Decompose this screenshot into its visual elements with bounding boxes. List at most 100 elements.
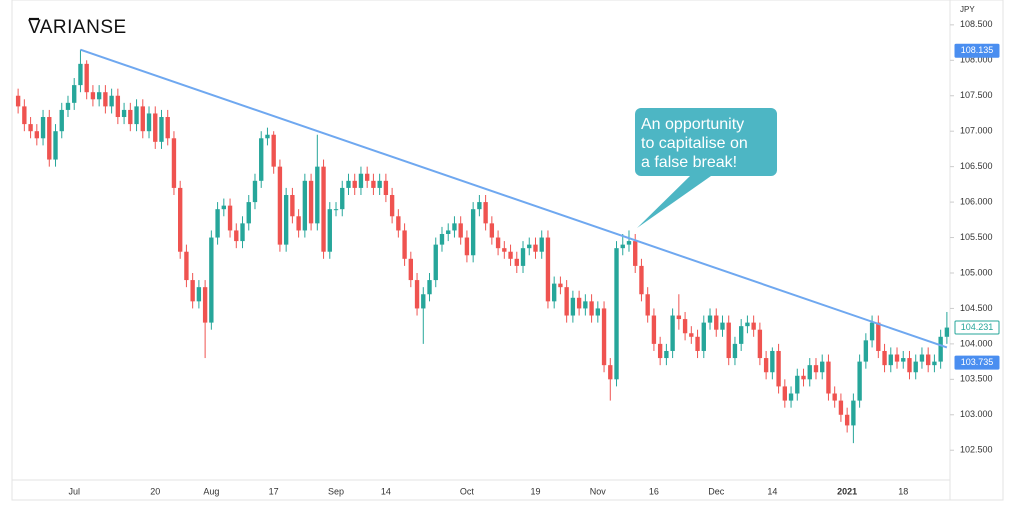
candle-body [377,180,382,188]
candle-body [869,322,875,341]
price-label: 108.135 [961,45,994,55]
candle-body [340,187,345,210]
candle-body [40,117,46,139]
candle-body [545,237,551,302]
candle-body [128,109,133,125]
candle-body [140,106,145,132]
candle-body [209,237,214,323]
candle-body [751,322,756,330]
candle-body [695,336,700,351]
candle-body [227,205,233,231]
candle-body [277,166,283,245]
candle-body [620,244,625,249]
candle-body [520,248,526,266]
candle-body [84,63,89,93]
candle-body [795,375,800,394]
candle-body [682,319,688,334]
candle-body [844,414,850,426]
candle-body [608,365,613,380]
candle-body [595,308,600,316]
y-tick-label: 106.500 [960,161,993,171]
y-tick-label: 108.500 [960,19,993,29]
y-tick-label: 103.500 [960,374,993,384]
candle-body [234,230,239,242]
candle-body [358,173,364,188]
candle-body [770,350,775,373]
candle-body [757,329,763,359]
x-tick-label: 18 [898,486,908,496]
candle-body [171,138,177,188]
candle-body [576,297,582,309]
candle-body [153,113,158,142]
x-tick-label: Nov [590,486,607,496]
candle-body [689,333,694,337]
candle-body [838,400,844,415]
x-tick-label: 16 [649,486,659,496]
candle-body [851,400,856,426]
candle-body [508,251,513,259]
candle-body [458,223,463,238]
x-tick-label: Oct [460,486,475,496]
x-tick-label: Aug [203,486,219,496]
callout-text: to capitalise on [641,135,748,152]
callout-text: An opportunity [641,116,744,133]
candle-body [221,205,226,210]
candle-body [427,280,432,295]
candle-body [34,131,39,139]
x-tick-label: 14 [381,486,391,496]
candle-body [15,95,21,107]
candle-body [333,209,339,211]
candle-body [645,294,650,316]
candle-body [290,195,295,217]
candle-body [626,241,632,245]
candle-body [396,216,401,231]
candle-body [633,241,638,266]
candle-body [832,393,837,401]
candle-body [414,280,420,309]
candle-body [707,315,713,323]
candle-body [926,354,931,366]
candle-body [564,287,569,316]
x-tick-label: 19 [530,486,540,496]
candle-body [676,315,682,320]
price-label-box [954,43,1000,58]
candle-body [271,134,276,167]
candle-body [240,223,245,242]
candle-body [788,393,794,401]
candle-body [259,138,264,181]
candle-body [782,386,787,401]
candle-body [452,223,457,231]
candle-body [215,209,220,238]
candle-body [134,106,139,125]
candle-body [321,166,326,252]
candle-body [813,365,819,373]
callout-box [635,108,777,228]
candle-body [346,180,351,188]
y-tick-label: 107.000 [960,126,993,136]
candle-body [732,343,738,359]
candle-body [283,195,289,245]
candle-body [670,315,675,351]
candle-body [72,85,77,103]
candle-body [439,233,445,245]
candle-body [408,258,413,281]
candle-body [932,361,937,366]
candle-body [502,248,507,252]
x-tick-label: Dec [708,486,725,496]
y-tick-label: 107.500 [960,90,993,100]
candle-body [820,361,825,373]
candle-body [882,350,887,366]
candle-body [109,95,114,107]
candle-body [315,166,320,224]
candle-body [190,280,195,302]
candle-body [383,180,389,195]
candle-body [96,92,102,100]
candle-body [402,230,407,259]
candle-body [944,327,950,337]
candle-body [651,315,657,344]
candle-body [639,265,644,295]
y-tick-label: 104.000 [960,338,993,348]
candle-body [470,209,476,256]
candle-body [146,113,152,132]
